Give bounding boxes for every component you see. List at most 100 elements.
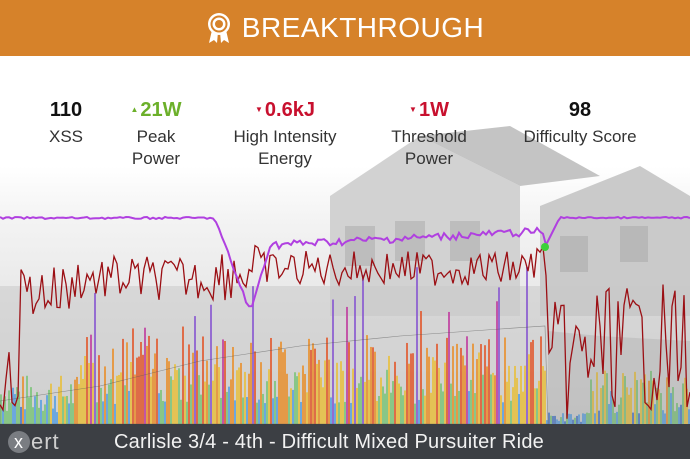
power-bar — [278, 346, 280, 424]
ride-summary-panel: 110 XSS ▲ 21W Peak Power ▼ 0.6kJ High In… — [0, 56, 690, 424]
trend-up-icon: ▲ — [130, 105, 139, 114]
power-bar — [50, 383, 52, 424]
power-bar — [532, 339, 534, 424]
power-bar — [586, 412, 588, 424]
metric-xss: 110 XSS — [49, 96, 83, 148]
power-bar — [364, 381, 366, 424]
power-bar — [246, 397, 248, 424]
power-bar — [6, 410, 8, 424]
power-bar — [484, 345, 486, 424]
power-bar — [674, 411, 676, 424]
power-bar — [324, 360, 326, 424]
power-bar — [536, 388, 538, 424]
power-bar — [350, 402, 352, 424]
power-bar — [572, 419, 574, 424]
power-bar — [14, 394, 16, 424]
power-bar — [668, 377, 670, 424]
power-bar — [474, 393, 476, 424]
power-bar — [28, 397, 30, 424]
power-bar — [120, 372, 122, 424]
power-bar — [414, 403, 416, 424]
power-bar — [276, 396, 278, 424]
power-bar — [264, 403, 266, 424]
power-bar — [662, 410, 664, 424]
power-bar — [368, 379, 370, 424]
power-bar — [628, 394, 630, 424]
power-bar — [602, 385, 604, 424]
power-bar — [404, 390, 406, 424]
power-bar — [660, 393, 662, 424]
power-bar — [312, 343, 314, 424]
power-bar — [176, 370, 178, 424]
power-bar — [468, 391, 470, 424]
power-bar — [420, 311, 422, 424]
power-bar — [194, 316, 196, 424]
breakthrough-banner: BREAKTHROUGH — [0, 0, 690, 56]
power-bar — [222, 339, 224, 424]
power-bar — [354, 296, 356, 424]
power-bar — [676, 403, 678, 424]
power-bar — [366, 335, 368, 424]
recovery-area — [548, 331, 690, 424]
power-bar — [262, 393, 264, 424]
power-bar — [174, 364, 176, 424]
power-bar — [638, 413, 640, 424]
metric-label: High Intensity — [233, 127, 337, 146]
power-bar — [444, 362, 446, 424]
power-bar — [540, 336, 542, 424]
power-bar — [340, 361, 342, 424]
power-bar — [308, 338, 310, 424]
power-bar — [106, 393, 108, 424]
power-bar — [310, 349, 312, 424]
power-bar — [58, 386, 60, 424]
power-bar — [486, 366, 488, 424]
power-bar — [80, 365, 82, 424]
power-bar — [172, 379, 174, 424]
power-bar — [266, 381, 268, 424]
power-bar — [52, 408, 54, 424]
metric-value: ▼ 1W — [409, 99, 449, 121]
trend-down-icon: ▼ — [409, 105, 417, 114]
power-bar — [212, 380, 214, 424]
power-bar — [208, 384, 210, 424]
power-bar — [556, 419, 558, 424]
power-bar — [400, 386, 402, 424]
power-bar — [380, 377, 382, 424]
power-bar — [320, 377, 322, 424]
power-bar — [460, 347, 462, 424]
power-bar — [140, 341, 142, 424]
power-bar — [330, 397, 332, 424]
power-bar — [166, 357, 168, 424]
power-bar — [398, 383, 400, 424]
power-bar — [30, 387, 32, 424]
power-bar — [284, 349, 286, 424]
power-bar — [646, 402, 648, 424]
power-bar — [94, 292, 96, 424]
power-bar — [270, 337, 272, 424]
power-bar — [564, 421, 566, 424]
power-bar — [92, 362, 94, 424]
power-bar — [640, 379, 642, 424]
power-bar — [370, 346, 372, 424]
banner-title: BREAKTHROUGH — [241, 12, 485, 43]
power-bar — [512, 387, 514, 424]
power-bar — [152, 368, 154, 424]
power-bar — [216, 346, 218, 424]
power-bar — [422, 389, 424, 424]
power-bar — [410, 353, 412, 424]
power-bar — [604, 370, 606, 424]
power-bar — [104, 366, 106, 424]
power-bar — [386, 369, 388, 424]
power-bar — [334, 403, 336, 424]
power-bar — [534, 388, 536, 424]
power-bar — [76, 376, 78, 424]
power-bar — [654, 404, 656, 424]
power-bar — [118, 374, 120, 424]
power-bar — [122, 338, 124, 424]
power-bar — [116, 375, 118, 424]
power-bar — [206, 360, 208, 424]
power-bar — [616, 411, 618, 424]
power-bar — [562, 413, 564, 424]
power-bar — [282, 352, 284, 424]
power-bar — [478, 352, 480, 424]
